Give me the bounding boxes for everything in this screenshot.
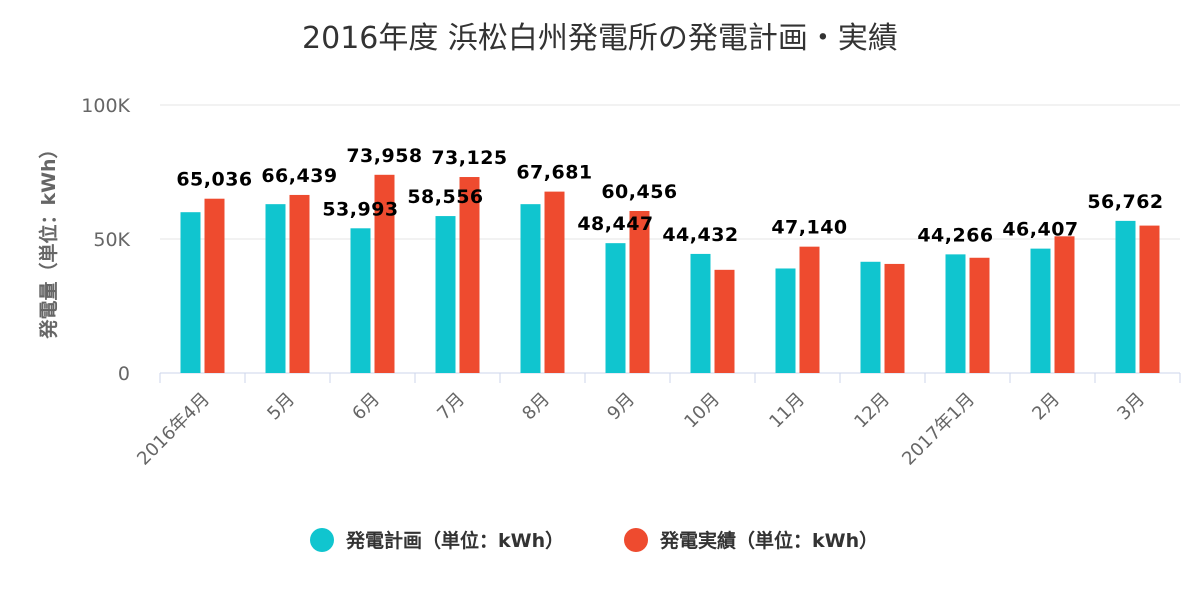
x-tick-label: 3月 [1113,389,1149,425]
bar-plan[interactable] [775,268,796,373]
y-tick-label: 100K [81,95,130,117]
bar-actual[interactable] [629,210,650,373]
bar-actual[interactable] [544,191,565,373]
legend-label[interactable]: 発電計画（単位：kWh） [345,529,564,552]
bar-plan[interactable] [605,243,626,373]
x-tick-label: 7月 [433,389,469,425]
bar-actual[interactable] [459,177,480,373]
x-tick-label: 11月 [765,389,809,433]
bar-plan[interactable] [350,228,371,373]
bar-plan[interactable] [265,204,286,373]
bar-plan[interactable] [435,216,456,373]
bar-actual[interactable] [1054,236,1075,373]
data-label: 73,125 [431,147,507,169]
legend-marker[interactable] [310,528,334,552]
bar-plan[interactable] [945,254,966,373]
x-tick-label: 6月 [348,389,384,425]
bar-plan[interactable] [860,261,881,373]
data-label: 48,447 [577,213,653,235]
bar-actual[interactable] [1139,225,1160,373]
bar-plan[interactable] [520,204,541,373]
bar-actual[interactable] [799,246,820,373]
data-label: 44,432 [662,224,738,246]
bar-plan[interactable] [1030,248,1051,373]
data-label: 46,407 [1002,219,1078,241]
data-label: 67,681 [516,162,592,184]
bar-actual[interactable] [969,257,990,373]
y-axis-label: 発電量（単位：kWh） [37,139,60,339]
x-tick-label: 2016年4月 [133,389,214,470]
bar-actual[interactable] [374,174,395,373]
x-tick-label: 12月 [850,389,894,433]
data-label: 47,140 [771,217,847,239]
data-label: 73,958 [346,145,422,167]
bar-actual[interactable] [289,194,310,373]
data-label: 58,556 [407,186,483,208]
x-tick-label: 2017年1月 [898,389,979,470]
legend-label[interactable]: 発電実績（単位：kWh） [659,529,878,552]
data-label: 44,266 [917,224,993,246]
bar-plan[interactable] [180,212,201,373]
y-tick-label: 0 [118,363,130,385]
chart-title: 2016年度 浜松白州発電所の発電計画・実績 [302,21,898,56]
data-label: 65,036 [176,169,252,191]
data-label: 56,762 [1087,191,1163,213]
bar-actual[interactable] [884,263,905,373]
x-tick-label: 2月 [1028,389,1064,425]
data-label: 60,456 [601,181,677,203]
y-tick-label: 50K [93,229,130,251]
bar-actual[interactable] [204,198,225,373]
x-tick-label: 8月 [518,389,554,425]
bar-plan[interactable] [1115,220,1136,373]
bar-actual[interactable] [714,269,735,373]
data-label: 66,439 [261,165,337,187]
data-label: 53,993 [322,198,398,220]
legend-marker[interactable] [624,528,648,552]
x-tick-label: 9月 [603,389,639,425]
x-tick-label: 10月 [680,389,724,433]
bar-plan[interactable] [690,253,711,373]
x-tick-label: 5月 [263,389,299,425]
